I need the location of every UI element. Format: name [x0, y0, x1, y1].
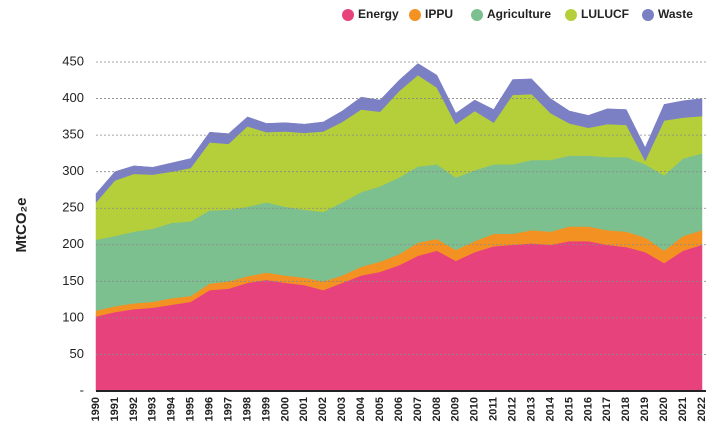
x-tick-label: 1992: [128, 397, 140, 421]
x-tick-label: 1991: [109, 397, 121, 421]
y-tick-label: -: [80, 382, 84, 397]
x-tick-label: 2007: [412, 397, 424, 421]
x-tick-label: 2005: [374, 397, 386, 421]
y-tick-label: 250: [62, 200, 84, 215]
x-tick-label: 2004: [355, 396, 367, 421]
x-tick-label: 2000: [279, 397, 291, 421]
x-tick-label: 2016: [582, 397, 594, 421]
legend-marker: [642, 9, 654, 21]
legend-marker: [342, 9, 354, 21]
x-tick-label: 2002: [317, 397, 329, 421]
x-tick-label: 2003: [336, 397, 348, 421]
y-tick-label: 300: [62, 163, 84, 178]
x-tick-label: 2008: [431, 397, 443, 421]
x-tick-label: 2017: [601, 397, 613, 421]
x-tick-label: 1993: [147, 397, 159, 421]
x-tick-label: 2012: [507, 397, 519, 421]
legend-label: Waste: [658, 7, 693, 21]
x-tick-label: 2013: [525, 397, 537, 421]
legend-label: LULUCF: [581, 7, 629, 21]
x-tick-label: 2018: [620, 397, 632, 421]
legend-label: IPPU: [425, 7, 453, 21]
y-tick-label: 150: [62, 273, 84, 288]
y-tick-label: 400: [62, 90, 84, 105]
x-tick-label: 1996: [204, 397, 216, 421]
x-tick-label: 2010: [469, 397, 481, 421]
y-tick-label: 200: [62, 236, 84, 251]
x-tick-label: 1999: [260, 397, 272, 421]
x-tick-label: 1990: [90, 397, 102, 421]
legend-marker: [471, 9, 483, 21]
x-tick-label: 1995: [185, 397, 197, 421]
y-tick-label: 100: [62, 309, 84, 324]
legend-label: Energy: [358, 7, 399, 21]
legend-marker: [565, 9, 577, 21]
x-tick-label: 2011: [488, 397, 500, 421]
legend-marker: [409, 9, 421, 21]
legend-label: Agriculture: [487, 7, 551, 21]
x-tick-label: 1997: [222, 397, 234, 421]
y-axis-title: MtCO₂e: [13, 198, 30, 253]
x-tick-label: 2001: [298, 397, 310, 421]
x-tick-label: 2022: [696, 397, 707, 421]
x-tick-label: 2020: [658, 397, 670, 421]
x-tick-label: 2019: [639, 397, 651, 421]
x-tick-label: 2006: [393, 397, 405, 421]
x-tick-label: 1998: [241, 397, 253, 421]
x-tick-label: 2021: [677, 397, 689, 421]
x-tick-label: 1994: [166, 396, 178, 421]
y-tick-label: 350: [62, 127, 84, 142]
y-tick-label: 450: [62, 53, 84, 68]
y-tick-label: 50: [70, 346, 84, 361]
x-tick-label: 2015: [563, 397, 575, 421]
x-tick-label: 2009: [450, 397, 462, 421]
area: [95, 63, 703, 204]
x-tick-label: 2014: [544, 396, 556, 421]
